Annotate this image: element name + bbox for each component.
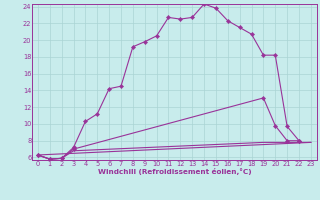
X-axis label: Windchill (Refroidissement éolien,°C): Windchill (Refroidissement éolien,°C) [98, 168, 251, 175]
